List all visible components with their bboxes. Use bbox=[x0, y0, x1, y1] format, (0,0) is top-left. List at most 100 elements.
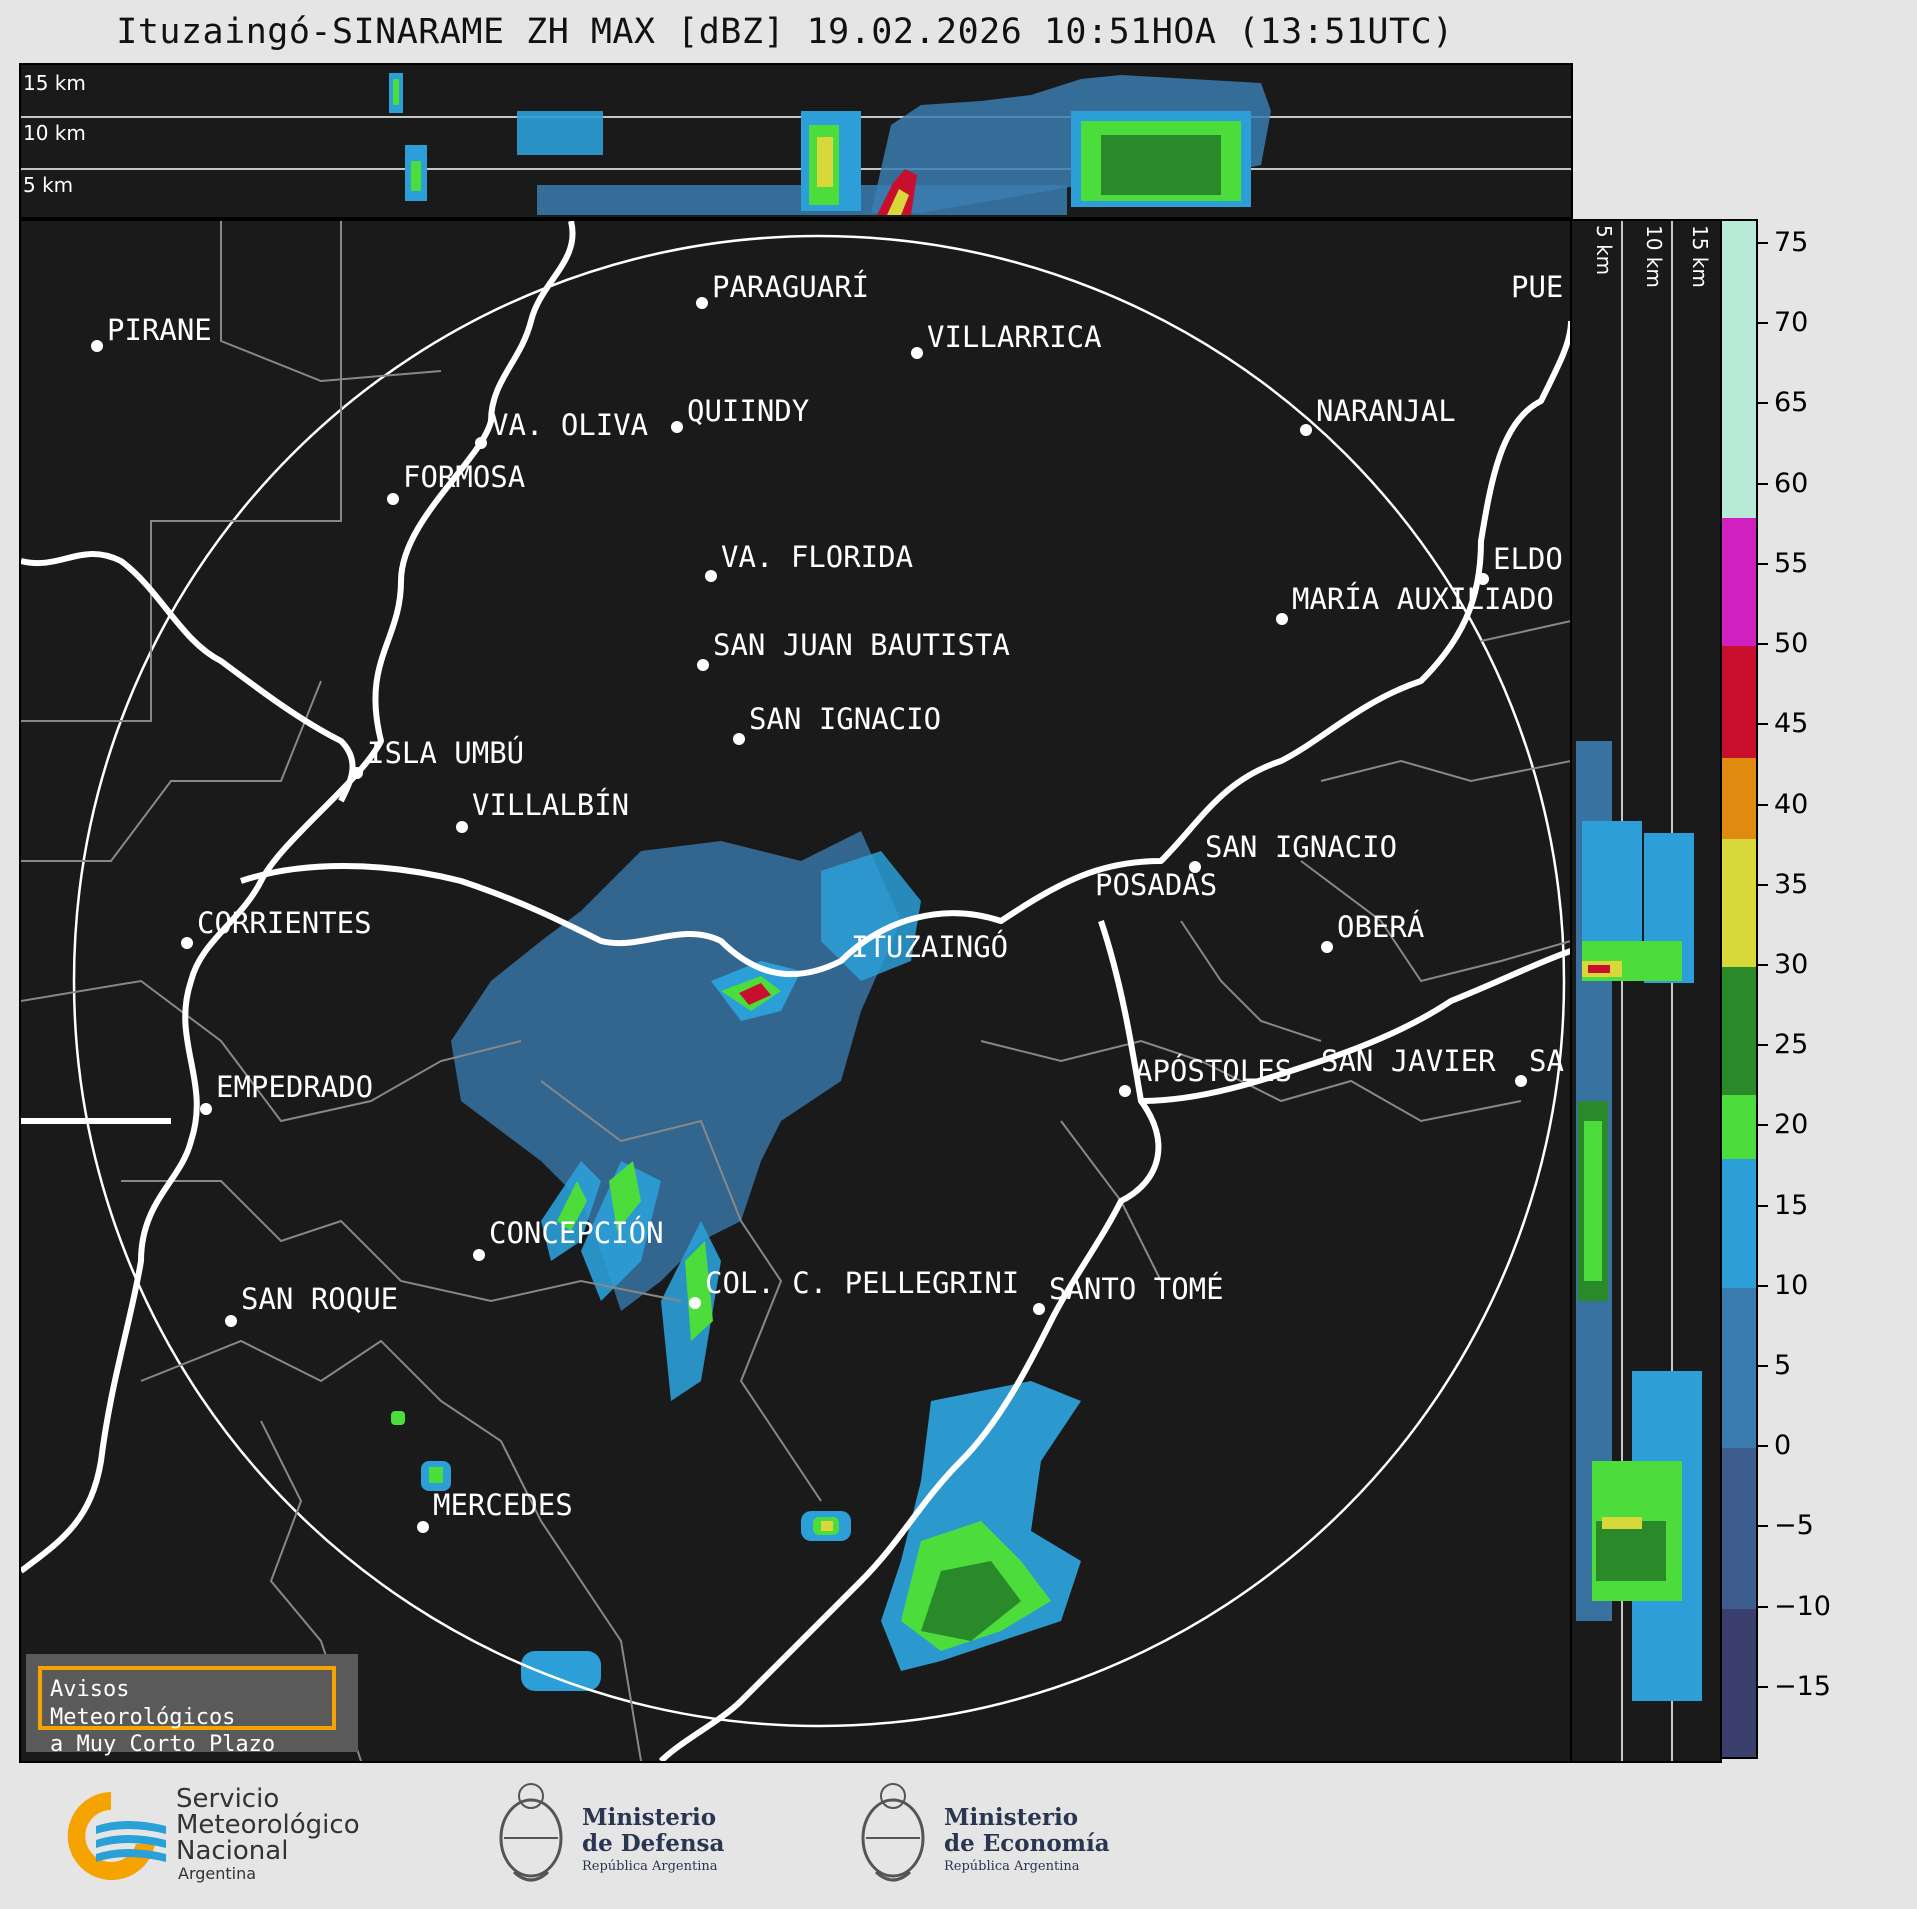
city-dot bbox=[733, 733, 745, 745]
city-dot bbox=[696, 297, 708, 309]
city-dot bbox=[697, 659, 709, 671]
city-dot bbox=[911, 347, 923, 359]
economia-logo: Ministerio de Economía República Argenti… bbox=[856, 1772, 1136, 1896]
city-label: QUIINDY bbox=[687, 394, 810, 428]
colorbar-tick bbox=[1758, 963, 1768, 966]
colorbar-tick-label: 65 bbox=[1774, 387, 1809, 419]
city-dot bbox=[225, 1315, 237, 1327]
economia-line2: de Economía bbox=[944, 1830, 1110, 1857]
city-label: NARANJAL bbox=[1316, 394, 1456, 428]
city-label: SANTO TOMÉ bbox=[1049, 1272, 1224, 1306]
colorbar-tick-label: 0 bbox=[1774, 1430, 1792, 1462]
side-cross-section-echoes bbox=[1576, 221, 1702, 1761]
city-label: VILLARRICA bbox=[927, 320, 1102, 354]
city-dot bbox=[181, 937, 193, 949]
admin-boundaries bbox=[21, 221, 1571, 1761]
height-label-15km: 15 km bbox=[23, 71, 86, 95]
warning-box bbox=[26, 1654, 358, 1752]
colorbar-tick-label: −15 bbox=[1774, 1670, 1831, 1702]
city-dot bbox=[475, 437, 487, 449]
colorbar-segment bbox=[1722, 1159, 1756, 1288]
city-dot bbox=[200, 1103, 212, 1115]
warning-inner[interactable]: Avisos Meteorológicos a Muy Corto Plazo bbox=[38, 1666, 336, 1757]
colorbar-tick bbox=[1758, 1525, 1768, 1528]
colorbar-tick-label: 60 bbox=[1774, 467, 1809, 499]
colorbar-segment bbox=[1722, 1448, 1756, 1609]
colorbar-tick bbox=[1758, 883, 1768, 886]
side-height-label-15km: 15 km bbox=[1688, 225, 1712, 288]
city-label: FORMOSA bbox=[403, 460, 526, 494]
colorbar-segment bbox=[1722, 838, 1756, 967]
city-dot bbox=[1321, 941, 1333, 953]
colorbar-segment bbox=[1722, 1095, 1756, 1160]
city-dot bbox=[671, 421, 683, 433]
colorbar-tick-label: 50 bbox=[1774, 628, 1809, 660]
warning-line2: a Muy Corto Plazo bbox=[50, 1732, 276, 1757]
city-label: POSADAS bbox=[1095, 868, 1218, 902]
height-label-10km: 10 km bbox=[23, 121, 86, 145]
city-dot bbox=[417, 1521, 429, 1533]
city-dot bbox=[473, 1249, 485, 1261]
colorbar-tick bbox=[1758, 482, 1768, 485]
radar-map-panel: PIRANE PARAGUARÍ VILLARRICA QUIINDY VA. … bbox=[19, 219, 1573, 1763]
colorbar-segment bbox=[1722, 517, 1756, 647]
colorbar-tick-label: 25 bbox=[1774, 1029, 1809, 1061]
city-label: MARÍA AUXILIADO bbox=[1292, 582, 1554, 616]
colorbar-tick bbox=[1758, 402, 1768, 405]
city-dot bbox=[387, 493, 399, 505]
rivers-borders bbox=[21, 221, 1571, 1761]
city-label: SAN ROQUE bbox=[241, 1282, 399, 1316]
smn-line2: Meteorológico bbox=[176, 1810, 360, 1840]
city-label: EMPEDRADO bbox=[216, 1070, 374, 1104]
dbz-colorbar bbox=[1720, 219, 1758, 1759]
colorbar-segment bbox=[1722, 1287, 1756, 1449]
colorbar-tick-label: −10 bbox=[1774, 1590, 1831, 1622]
colorbar-tick-label: 20 bbox=[1774, 1109, 1809, 1141]
colorbar-segment bbox=[1722, 221, 1756, 518]
colorbar-tick-label: 10 bbox=[1774, 1269, 1809, 1301]
colorbar-tick bbox=[1758, 1204, 1768, 1207]
map-title: Ituzaingó-SINARAME ZH MAX [dBZ] 19.02.20… bbox=[116, 12, 1454, 52]
colorbar-tick bbox=[1758, 1605, 1768, 1608]
height-label-5km: 5 km bbox=[23, 173, 74, 197]
defensa-logo: Ministerio de Defensa República Argentin… bbox=[494, 1772, 754, 1896]
defensa-line3: República Argentina bbox=[582, 1859, 718, 1874]
city-label: SAN IGNACIO bbox=[1205, 830, 1398, 864]
city-dot bbox=[1515, 1075, 1527, 1087]
colorbar-tick bbox=[1758, 643, 1768, 646]
warning-line1: Avisos Meteorológicos bbox=[50, 1677, 236, 1730]
smn-logo: Servicio Meteorológico Nacional Argentin… bbox=[56, 1786, 386, 1886]
city-label: SAN JUAN BAUTISTA bbox=[713, 628, 1010, 662]
city-dot bbox=[1189, 861, 1201, 873]
colorbar-tick-label: 55 bbox=[1774, 547, 1809, 579]
colorbar-segment bbox=[1722, 966, 1756, 1096]
colorbar-tick bbox=[1758, 562, 1768, 565]
city-dot bbox=[1033, 1303, 1045, 1315]
city-label: MERCEDES bbox=[433, 1488, 573, 1522]
city-dot bbox=[456, 821, 468, 833]
top-cross-section-panel: 15 km 10 km 5 km bbox=[19, 63, 1573, 219]
city-dot bbox=[689, 1297, 701, 1309]
colorbar-tick-label: 15 bbox=[1774, 1189, 1809, 1221]
city-label: COL. C. PELLEGRINI bbox=[705, 1266, 1020, 1300]
city-dot bbox=[1477, 573, 1489, 585]
colorbar-tick-label: 40 bbox=[1774, 788, 1809, 820]
city-label: CORRIENTES bbox=[197, 906, 372, 940]
colorbar-segment bbox=[1722, 646, 1756, 759]
city-label: ISLA UMBÚ bbox=[367, 736, 525, 770]
city-label: SAN IGNACIO bbox=[749, 702, 942, 736]
colorbar-tick bbox=[1758, 1685, 1768, 1688]
colorbar-segment bbox=[1722, 758, 1756, 839]
city-label: PIRANE bbox=[107, 313, 212, 347]
colorbar-tick bbox=[1758, 1124, 1768, 1127]
city-label: VA. OLIVA bbox=[491, 408, 649, 442]
colorbar-tick bbox=[1758, 723, 1768, 726]
city-label: OBERÁ bbox=[1337, 910, 1425, 944]
city-label: ITUZAINGÓ bbox=[851, 930, 1009, 964]
side-height-label-5km: 5 km bbox=[1592, 225, 1616, 276]
smn-line3: Nacional bbox=[176, 1836, 289, 1866]
smn-line1: Servicio bbox=[176, 1784, 280, 1814]
radar-map-graphics bbox=[21, 221, 1571, 1761]
colorbar-tick bbox=[1758, 1284, 1768, 1287]
colorbar-tick-label: −5 bbox=[1774, 1510, 1814, 1542]
